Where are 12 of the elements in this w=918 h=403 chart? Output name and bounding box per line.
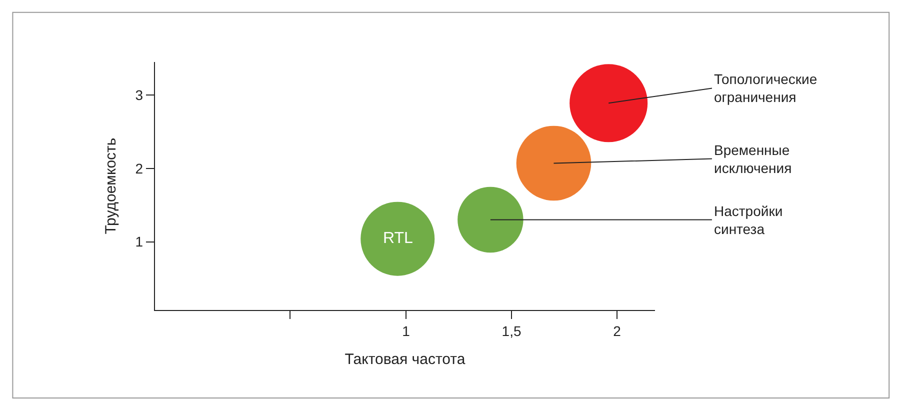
- x-axis-title: Тактовая частота: [344, 350, 466, 368]
- annotation: Настройки синтеза: [714, 203, 783, 238]
- x-tick-label: 1: [402, 322, 410, 339]
- x-tick-label: 1,5: [502, 322, 522, 339]
- x-tick-label: 2: [613, 322, 622, 339]
- y-tick-label: 3: [135, 86, 144, 103]
- annotation: Временные исключения: [714, 142, 792, 176]
- annotation: RTL: [383, 230, 414, 247]
- y-tick-label: 1: [135, 234, 144, 250]
- y-tick-label: 2: [135, 160, 144, 176]
- annotation: Топологические ограничения: [714, 71, 818, 106]
- y-axis-title: Трудоемкость: [102, 138, 120, 234]
